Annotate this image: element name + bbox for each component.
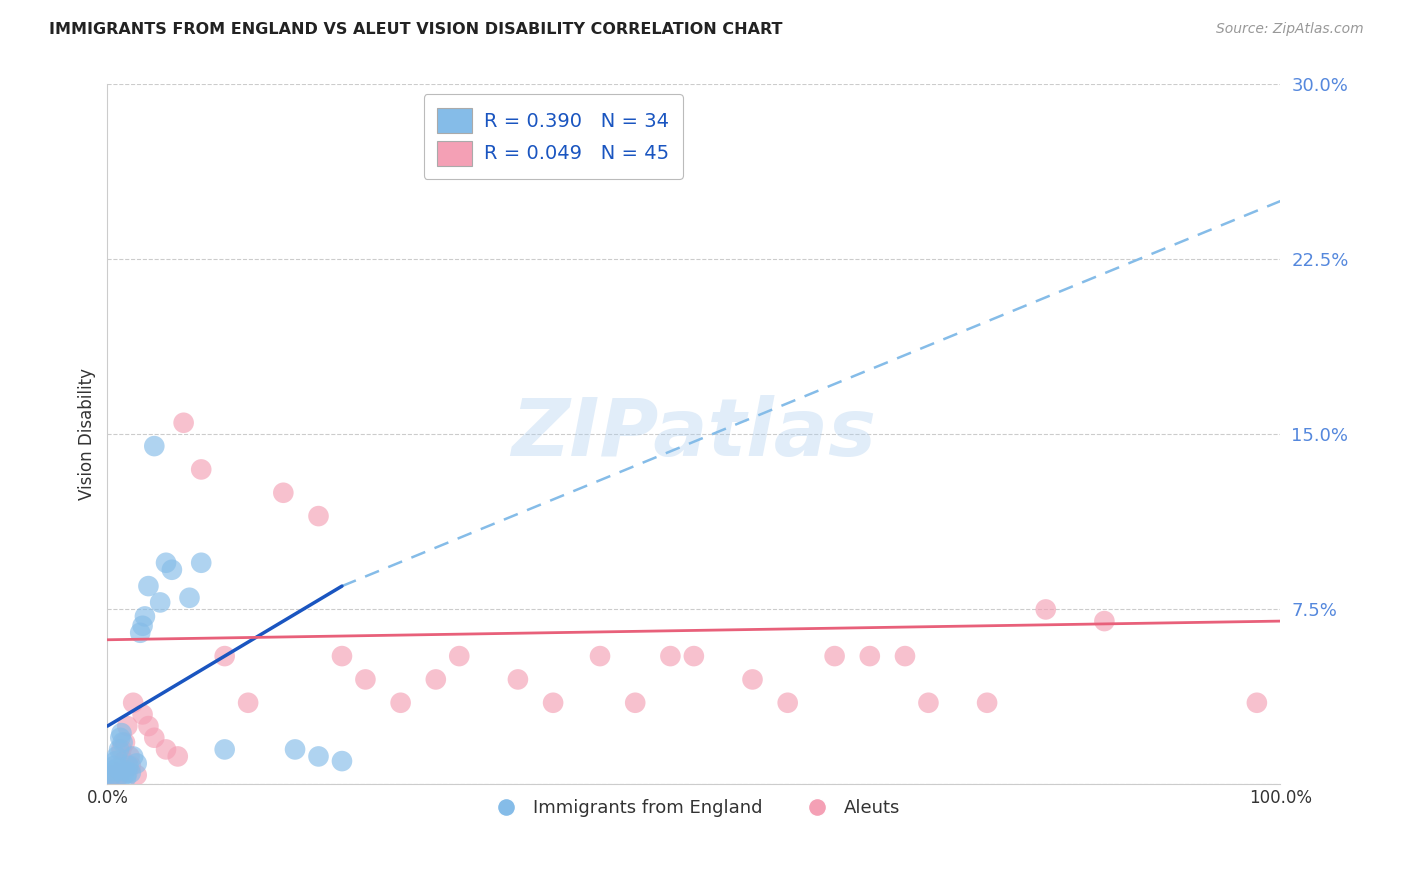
Point: [100, 765, 122, 780]
Text: IMMIGRANTS FROM ENGLAND VS ALEUT VISION DISABILITY CORRELATION CHART: IMMIGRANTS FROM ENGLAND VS ALEUT VISION …: [49, 22, 783, 37]
Point: [425, 673, 447, 687]
Legend: Immigrants from England, Aleuts: Immigrants from England, Aleuts: [481, 792, 907, 824]
Point: [143, 731, 166, 745]
Point: [741, 673, 763, 687]
Point: [1035, 602, 1057, 616]
Point: [190, 462, 212, 476]
Point: [776, 696, 799, 710]
Y-axis label: Vision Disability: Vision Disability: [79, 368, 96, 500]
Point: [155, 556, 177, 570]
Point: [859, 649, 882, 664]
Point: [112, 754, 135, 768]
Point: [122, 696, 145, 710]
Point: [100, 771, 122, 785]
Point: [506, 673, 529, 687]
Point: [214, 742, 236, 756]
Point: [330, 649, 353, 664]
Point: [117, 719, 139, 733]
Point: [112, 768, 135, 782]
Point: [110, 731, 132, 745]
Text: Source: ZipAtlas.com: Source: ZipAtlas.com: [1216, 22, 1364, 37]
Point: [138, 579, 160, 593]
Point: [308, 749, 330, 764]
Point: [110, 726, 132, 740]
Point: [166, 749, 188, 764]
Point: [917, 696, 939, 710]
Point: [115, 771, 138, 785]
Point: [107, 761, 129, 775]
Point: [273, 485, 295, 500]
Point: [1092, 614, 1115, 628]
Point: [107, 771, 129, 785]
Point: [1246, 696, 1268, 710]
Point: [103, 758, 125, 772]
Point: [117, 758, 139, 772]
Point: [330, 754, 353, 768]
Point: [122, 749, 145, 764]
Point: [101, 768, 124, 782]
Point: [108, 742, 131, 756]
Point: [236, 696, 259, 710]
Point: [190, 556, 212, 570]
Point: [149, 595, 172, 609]
Point: [143, 439, 166, 453]
Point: [134, 609, 156, 624]
Point: [114, 764, 136, 778]
Point: [104, 754, 127, 768]
Point: [117, 765, 139, 780]
Point: [114, 735, 136, 749]
Point: [894, 649, 917, 664]
Point: [624, 696, 647, 710]
Point: [659, 649, 682, 664]
Point: [179, 591, 201, 605]
Text: ZIPatlas: ZIPatlas: [512, 395, 876, 474]
Point: [284, 742, 307, 756]
Point: [120, 765, 142, 780]
Point: [389, 696, 412, 710]
Point: [111, 735, 134, 749]
Point: [98, 771, 121, 785]
Point: [103, 764, 125, 778]
Point: [131, 619, 153, 633]
Point: [449, 649, 471, 664]
Point: [541, 696, 564, 710]
Point: [354, 673, 377, 687]
Point: [131, 707, 153, 722]
Point: [976, 696, 998, 710]
Point: [138, 719, 160, 733]
Point: [120, 758, 142, 772]
Point: [110, 742, 132, 756]
Point: [125, 756, 148, 771]
Point: [589, 649, 612, 664]
Point: [103, 768, 125, 782]
Point: [214, 649, 236, 664]
Point: [308, 509, 330, 524]
Point: [129, 625, 152, 640]
Point: [104, 765, 127, 780]
Point: [173, 416, 195, 430]
Point: [125, 768, 148, 782]
Point: [105, 749, 128, 764]
Point: [155, 742, 177, 756]
Point: [118, 749, 141, 764]
Point: [108, 768, 131, 782]
Point: [682, 649, 704, 664]
Point: [160, 563, 183, 577]
Point: [824, 649, 846, 664]
